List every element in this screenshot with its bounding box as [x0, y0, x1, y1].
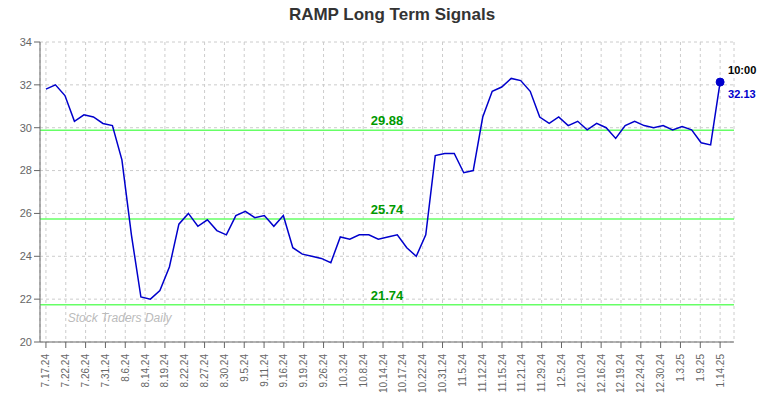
svg-text:7.26.24: 7.26.24 [80, 354, 91, 388]
svg-text:22: 22 [20, 293, 32, 305]
svg-text:8.19.24: 8.19.24 [159, 354, 170, 388]
svg-text:8.14.24: 8.14.24 [140, 354, 151, 388]
html-text:RAMP Long Term Signals: RAMP Long Term Signals [288, 5, 496, 24]
svg-text:12.5.24: 12.5.24 [556, 354, 567, 388]
svg-text:12.30.24: 12.30.24 [655, 354, 666, 393]
svg-text:9.19.24: 9.19.24 [298, 354, 309, 388]
svg-text:12.16.24: 12.16.24 [596, 354, 607, 393]
svg-text:34: 34 [20, 36, 32, 48]
svg-text:30: 30 [20, 122, 32, 134]
svg-text:1.9.25: 1.9.25 [695, 354, 706, 382]
svg-text:10:00: 10:00 [728, 64, 756, 76]
svg-text:26: 26 [20, 207, 32, 219]
svg-text:28: 28 [20, 164, 32, 176]
svg-text:11.12.24: 11.12.24 [477, 354, 488, 393]
svg-text:21.74: 21.74 [371, 288, 404, 303]
svg-text:32: 32 [20, 79, 32, 91]
svg-text:10.3.24: 10.3.24 [338, 354, 349, 388]
svg-text:11.5.24: 11.5.24 [457, 354, 468, 387]
svg-text:11.29.24: 11.29.24 [536, 354, 547, 393]
svg-text:1.3.25: 1.3.25 [675, 354, 686, 382]
svg-text:12.10.24: 12.10.24 [576, 354, 587, 393]
svg-text:11.21.24: 11.21.24 [516, 354, 527, 393]
svg-text:9.11.24: 9.11.24 [259, 354, 270, 387]
svg-text:9.16.24: 9.16.24 [278, 354, 289, 388]
svg-text:7.17.24: 7.17.24 [40, 354, 51, 388]
svg-text:25.74: 25.74 [371, 202, 404, 217]
svg-text:7.22.24: 7.22.24 [60, 354, 71, 388]
svg-text:10.17.24: 10.17.24 [397, 354, 408, 393]
svg-text:10.31.24: 10.31.24 [437, 354, 448, 393]
svg-text:11.15.24: 11.15.24 [497, 354, 508, 393]
svg-text:10.14.24: 10.14.24 [378, 354, 389, 393]
svg-text:7.31.24: 7.31.24 [100, 354, 111, 388]
svg-text:9.5.24: 9.5.24 [239, 354, 250, 382]
svg-text:12.24.24: 12.24.24 [635, 354, 646, 393]
svg-text:24: 24 [20, 250, 32, 262]
svg-text:8.30.24: 8.30.24 [219, 354, 230, 388]
svg-text:10.8.24: 10.8.24 [358, 354, 369, 388]
svg-text:9.26.24: 9.26.24 [318, 354, 329, 388]
svg-text:32.13: 32.13 [728, 88, 756, 100]
svg-text:1.14.25: 1.14.25 [715, 354, 726, 388]
html-text:Stock Traders Daily: Stock Traders Daily [67, 311, 172, 325]
svg-text:8.6.24: 8.6.24 [120, 354, 131, 382]
svg-text:20: 20 [20, 336, 32, 348]
svg-text:8.27.24: 8.27.24 [199, 354, 210, 388]
svg-text:12.19.24: 12.19.24 [615, 354, 626, 393]
svg-text:29.88: 29.88 [371, 113, 404, 128]
svg-text:10.22.24: 10.22.24 [417, 354, 428, 393]
svg-text:8.22.24: 8.22.24 [179, 354, 190, 388]
